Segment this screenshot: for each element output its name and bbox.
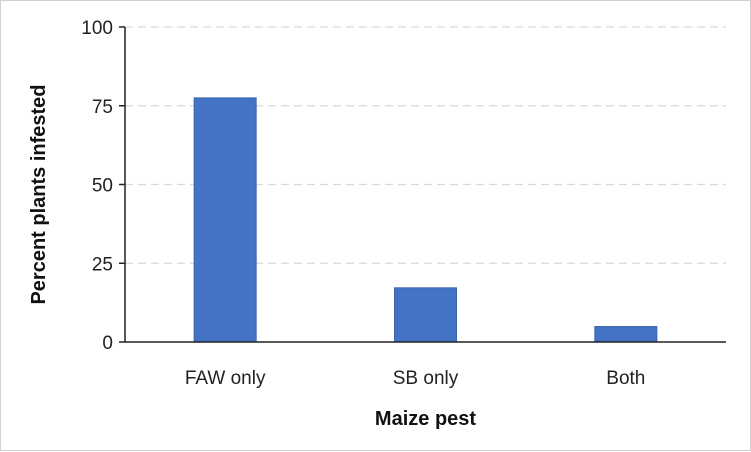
y-axis-title: Percent plants infested bbox=[28, 84, 50, 304]
x-tick-label-sb-only: SB only bbox=[393, 368, 459, 389]
x-tick-label-faw-only: FAW only bbox=[185, 368, 266, 389]
y-tick-labels: 0 25 50 75 100 bbox=[81, 18, 113, 354]
x-tick-labels: FAW only SB only Both bbox=[185, 368, 646, 389]
bars bbox=[193, 97, 658, 343]
bar-both bbox=[594, 326, 658, 343]
x-axis-title: Maize pest bbox=[375, 408, 476, 430]
y-tick-label-50: 50 bbox=[92, 176, 113, 197]
y-tick-label-0: 0 bbox=[102, 333, 113, 354]
bar-sb-only bbox=[394, 287, 457, 343]
gridlines bbox=[125, 26, 726, 264]
y-tick-label-25: 25 bbox=[92, 254, 113, 275]
bar-faw-only bbox=[193, 97, 257, 343]
y-tick-label-75: 75 bbox=[92, 97, 113, 118]
x-tick-label-both: Both bbox=[606, 368, 645, 389]
axes bbox=[119, 26, 726, 343]
y-tick-label-100: 100 bbox=[81, 18, 113, 39]
